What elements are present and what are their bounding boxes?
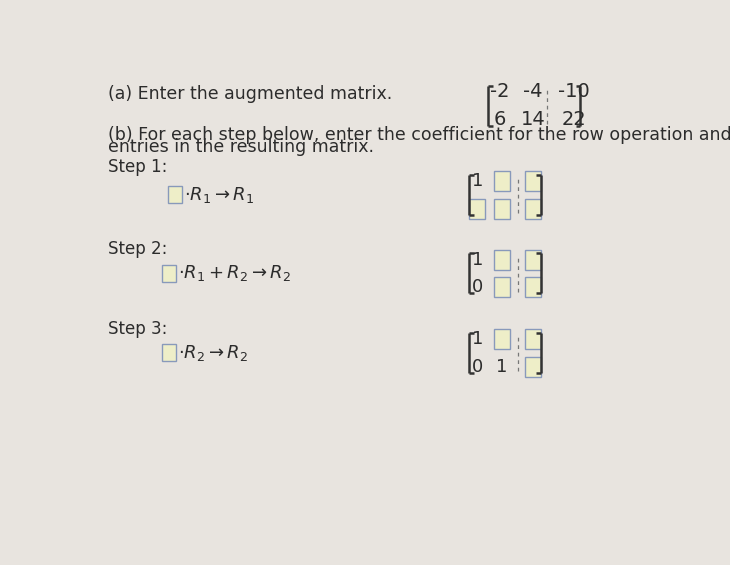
Text: 1: 1 (472, 250, 483, 268)
FancyBboxPatch shape (494, 199, 510, 219)
Text: 1: 1 (472, 330, 483, 348)
FancyBboxPatch shape (494, 250, 510, 270)
FancyBboxPatch shape (469, 199, 485, 219)
Text: 0: 0 (472, 358, 483, 376)
Text: 0: 0 (472, 278, 483, 296)
Text: Step 3:: Step 3: (108, 320, 168, 338)
FancyBboxPatch shape (494, 171, 510, 191)
Text: 22: 22 (561, 110, 586, 129)
FancyBboxPatch shape (494, 329, 510, 349)
Text: -2: -2 (490, 82, 510, 101)
FancyBboxPatch shape (494, 277, 510, 297)
Text: Step 1:: Step 1: (108, 158, 168, 176)
Text: -10: -10 (558, 82, 590, 101)
FancyBboxPatch shape (162, 344, 176, 361)
Text: 1: 1 (496, 358, 507, 376)
Text: -4: -4 (523, 82, 542, 101)
Text: 14: 14 (520, 110, 545, 129)
FancyBboxPatch shape (526, 357, 541, 376)
FancyBboxPatch shape (526, 199, 541, 219)
Text: entries in the resulting matrix.: entries in the resulting matrix. (108, 138, 374, 156)
Text: (a) Enter the augmented matrix.: (a) Enter the augmented matrix. (108, 85, 393, 103)
Text: $\cdot R_1 + R_2 \rightarrow R_2$: $\cdot R_1 + R_2 \rightarrow R_2$ (178, 263, 291, 284)
FancyBboxPatch shape (526, 329, 541, 349)
Text: 1: 1 (472, 172, 483, 190)
Text: $\cdot R_2 \rightarrow R_2$: $\cdot R_2 \rightarrow R_2$ (178, 343, 248, 363)
FancyBboxPatch shape (526, 277, 541, 297)
Text: Step 2:: Step 2: (108, 240, 168, 258)
Text: $\cdot R_1 \rightarrow R_1$: $\cdot R_1 \rightarrow R_1$ (184, 185, 255, 205)
FancyBboxPatch shape (526, 171, 541, 191)
FancyBboxPatch shape (168, 186, 182, 203)
Text: 6: 6 (493, 110, 506, 129)
Text: (b) For each step below, enter the coefficient for the row operation and the mis: (b) For each step below, enter the coeff… (108, 125, 730, 144)
FancyBboxPatch shape (162, 265, 176, 282)
FancyBboxPatch shape (526, 250, 541, 270)
